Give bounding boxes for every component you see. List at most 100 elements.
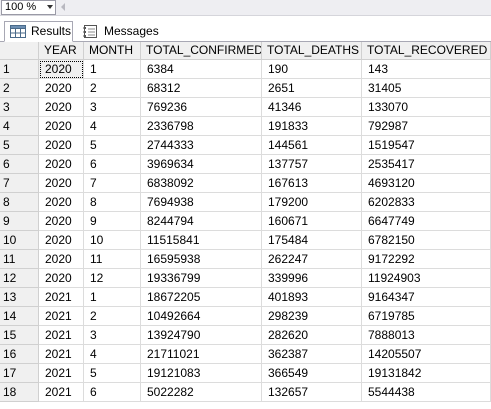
cell-total-confirmed[interactable]: 7694938	[141, 193, 262, 212]
cell-month[interactable]: 10	[84, 231, 141, 250]
cell-month[interactable]: 8	[84, 193, 141, 212]
cell-total-recovered[interactable]: 143	[362, 60, 491, 79]
table-row[interactable]: 12 2020 12 19336799 339996 11924903	[0, 269, 491, 288]
table-row[interactable]: 17 2021 5 19121083 366549 19131842	[0, 364, 491, 383]
row-number[interactable]: 3	[0, 98, 39, 117]
column-header-total-recovered[interactable]: TOTAL_RECOVERED	[362, 42, 491, 60]
cell-year[interactable]: 2020	[39, 79, 84, 98]
tab-messages[interactable]: Messages	[77, 21, 159, 42]
cell-total-deaths[interactable]: 137757	[262, 155, 362, 174]
cell-total-recovered[interactable]: 2535417	[362, 155, 491, 174]
row-number[interactable]: 7	[0, 174, 39, 193]
cell-year[interactable]: 2020	[39, 60, 84, 79]
cell-year[interactable]: 2020	[39, 98, 84, 117]
column-header-year[interactable]: YEAR	[39, 42, 84, 60]
cell-month[interactable]: 3	[84, 98, 141, 117]
cell-total-deaths[interactable]: 262247	[262, 250, 362, 269]
cell-year[interactable]: 2020	[39, 155, 84, 174]
row-number[interactable]: 5	[0, 136, 39, 155]
cell-total-recovered[interactable]: 11924903	[362, 269, 491, 288]
cell-year[interactable]: 2020	[39, 269, 84, 288]
row-number[interactable]: 13	[0, 288, 39, 307]
cell-year[interactable]: 2020	[39, 136, 84, 155]
tab-results[interactable]: Results	[4, 21, 73, 42]
table-row[interactable]: 7 2020 7 6838092 167613 4693120	[0, 174, 491, 193]
cell-year[interactable]: 2020	[39, 212, 84, 231]
table-row[interactable]: 15 2021 3 13924790 282620 7888013	[0, 326, 491, 345]
cell-total-confirmed[interactable]: 2744333	[141, 136, 262, 155]
cell-year[interactable]: 2020	[39, 117, 84, 136]
cell-year[interactable]: 2020	[39, 174, 84, 193]
table-row[interactable]: 5 2020 5 2744333 144561 1519547	[0, 136, 491, 155]
cell-total-confirmed[interactable]: 10492664	[141, 307, 262, 326]
cell-month[interactable]: 5	[84, 364, 141, 383]
cell-month[interactable]: 3	[84, 326, 141, 345]
cell-total-confirmed[interactable]: 21711021	[141, 345, 262, 364]
row-number[interactable]: 18	[0, 383, 39, 402]
cell-year[interactable]: 2021	[39, 288, 84, 307]
cell-total-recovered[interactable]: 14205507	[362, 345, 491, 364]
cell-total-confirmed[interactable]: 16595938	[141, 250, 262, 269]
cell-total-recovered[interactable]: 9164347	[362, 288, 491, 307]
cell-month[interactable]: 5	[84, 136, 141, 155]
row-number[interactable]: 16	[0, 345, 39, 364]
cell-total-deaths[interactable]: 190	[262, 60, 362, 79]
cell-total-deaths[interactable]: 167613	[262, 174, 362, 193]
row-number[interactable]: 17	[0, 364, 39, 383]
row-number[interactable]: 6	[0, 155, 39, 174]
cell-year[interactable]: 2021	[39, 345, 84, 364]
cell-year[interactable]: 2021	[39, 364, 84, 383]
cell-total-confirmed[interactable]: 19336799	[141, 269, 262, 288]
column-header-month[interactable]: MONTH	[84, 42, 141, 60]
cell-month[interactable]: 7	[84, 174, 141, 193]
cell-total-deaths[interactable]: 339996	[262, 269, 362, 288]
cell-total-recovered[interactable]: 6782150	[362, 231, 491, 250]
cell-total-deaths[interactable]: 160671	[262, 212, 362, 231]
table-row[interactable]: 4 2020 4 2336798 191833 792987	[0, 117, 491, 136]
cell-month[interactable]: 6	[84, 383, 141, 402]
table-row[interactable]: 14 2021 2 10492664 298239 6719785	[0, 307, 491, 326]
cell-total-deaths[interactable]: 175484	[262, 231, 362, 250]
chevron-down-icon[interactable]	[47, 5, 53, 9]
cell-total-recovered[interactable]: 6202833	[362, 193, 491, 212]
cell-month[interactable]: 4	[84, 345, 141, 364]
cell-month[interactable]: 9	[84, 212, 141, 231]
cell-total-recovered[interactable]: 19131842	[362, 364, 491, 383]
table-row[interactable]: 13 2021 1 18672205 401893 9164347	[0, 288, 491, 307]
scroll-left-icon[interactable]	[61, 3, 65, 11]
cell-total-deaths[interactable]: 282620	[262, 326, 362, 345]
zoom-select[interactable]: 100 %	[1, 0, 56, 15]
cell-total-recovered[interactable]: 31405	[362, 79, 491, 98]
cell-total-deaths[interactable]: 191833	[262, 117, 362, 136]
cell-total-deaths[interactable]: 298239	[262, 307, 362, 326]
row-number[interactable]: 12	[0, 269, 39, 288]
cell-total-confirmed[interactable]: 5022282	[141, 383, 262, 402]
cell-year[interactable]: 2021	[39, 383, 84, 402]
cell-total-confirmed[interactable]: 13924790	[141, 326, 262, 345]
cell-year[interactable]: 2020	[39, 193, 84, 212]
cell-total-recovered[interactable]: 6647749	[362, 212, 491, 231]
cell-month[interactable]: 6	[84, 155, 141, 174]
cell-total-recovered[interactable]: 7888013	[362, 326, 491, 345]
cell-total-confirmed[interactable]: 8244794	[141, 212, 262, 231]
cell-month[interactable]: 2	[84, 307, 141, 326]
cell-total-recovered[interactable]: 6719785	[362, 307, 491, 326]
cell-total-confirmed[interactable]: 18672205	[141, 288, 262, 307]
cell-total-deaths[interactable]: 366549	[262, 364, 362, 383]
grid-corner[interactable]	[0, 42, 39, 60]
cell-total-confirmed[interactable]: 2336798	[141, 117, 262, 136]
column-header-total-confirmed[interactable]: TOTAL_CONFIRMED	[141, 42, 262, 60]
table-row[interactable]: 6 2020 6 3969634 137757 2535417	[0, 155, 491, 174]
cell-total-deaths[interactable]: 2651	[262, 79, 362, 98]
cell-total-confirmed[interactable]: 6838092	[141, 174, 262, 193]
cell-month[interactable]: 12	[84, 269, 141, 288]
cell-year[interactable]: 2020	[39, 250, 84, 269]
cell-year[interactable]: 2020	[39, 231, 84, 250]
cell-month[interactable]: 11	[84, 250, 141, 269]
row-number[interactable]: 4	[0, 117, 39, 136]
cell-total-deaths[interactable]: 179200	[262, 193, 362, 212]
cell-total-confirmed[interactable]: 11515841	[141, 231, 262, 250]
table-row[interactable]: 2 2020 2 68312 2651 31405	[0, 79, 491, 98]
column-header-total-deaths[interactable]: TOTAL_DEATHS	[262, 42, 362, 60]
cell-total-recovered[interactable]: 5544438	[362, 383, 491, 402]
